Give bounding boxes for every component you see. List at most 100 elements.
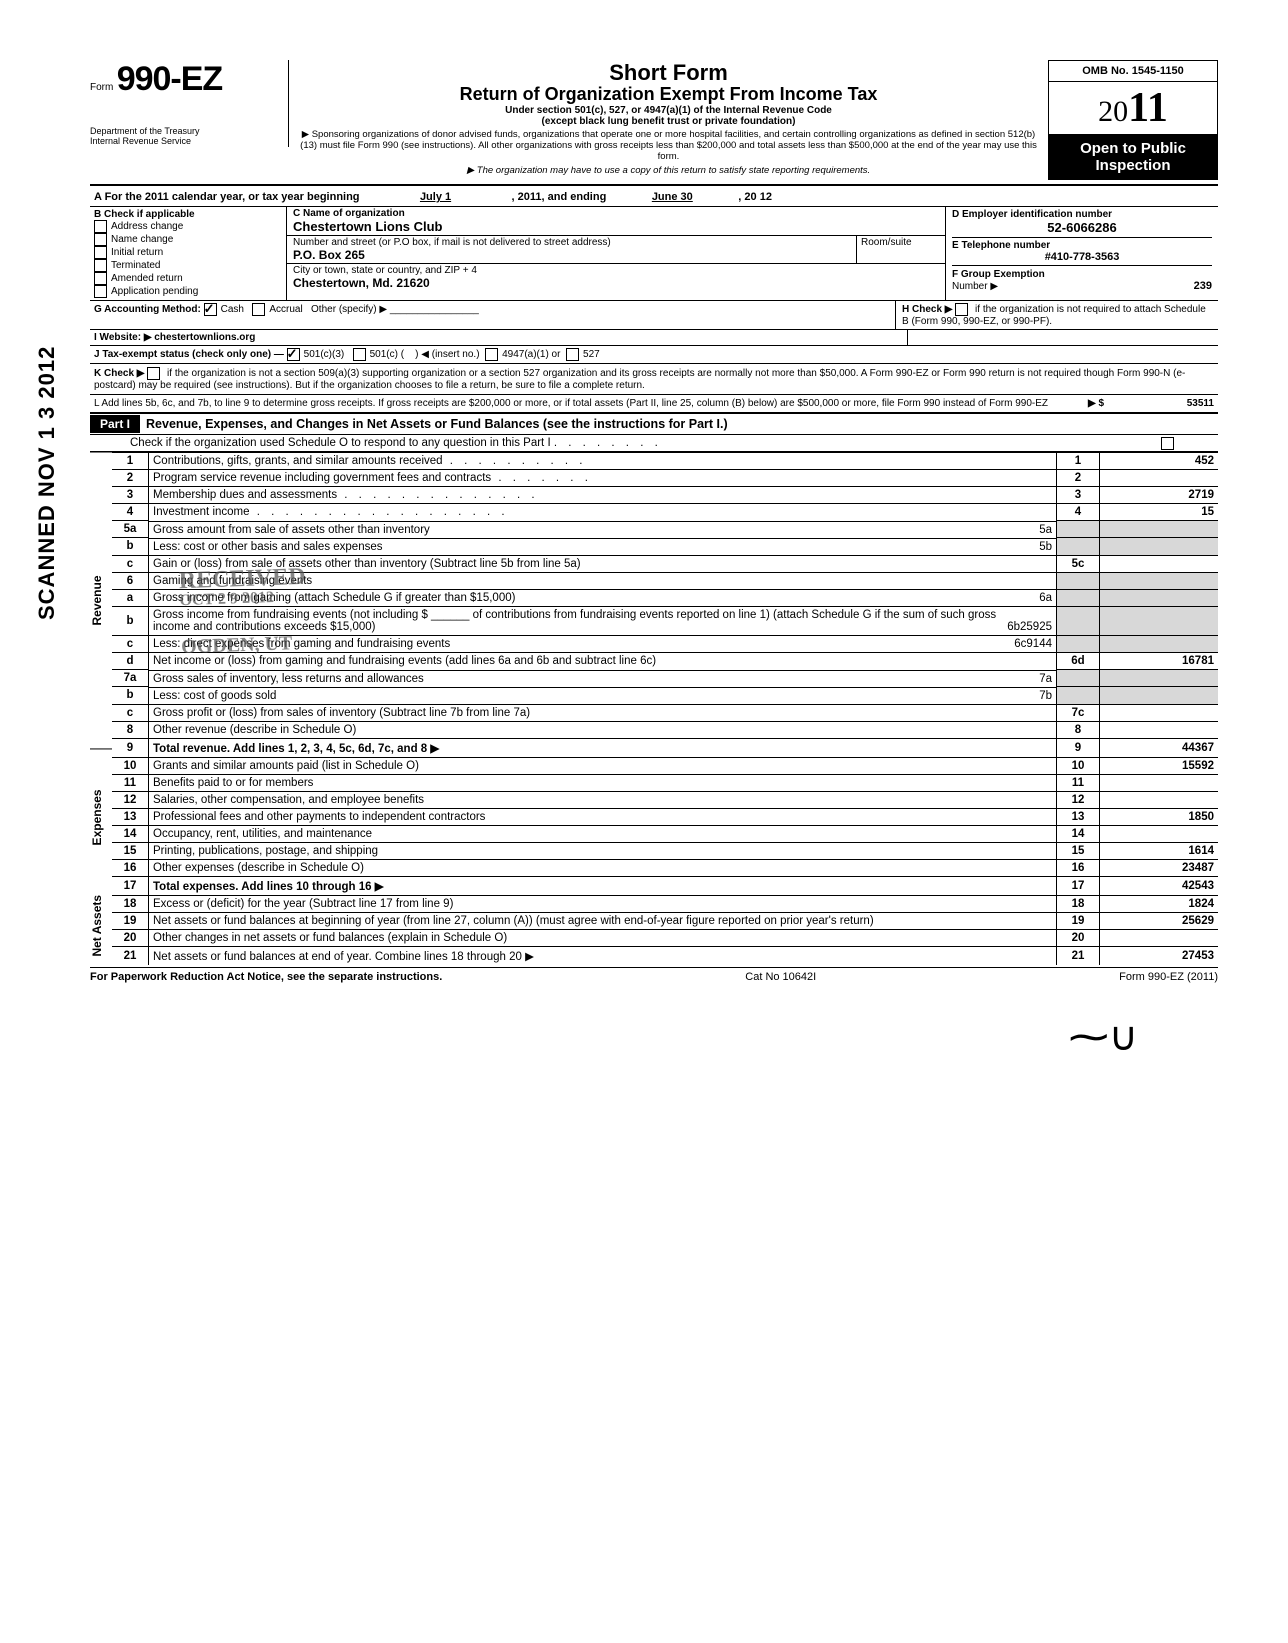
room-suite-label: Room/suite <box>856 236 945 263</box>
chk-501c3[interactable] <box>287 348 300 361</box>
row-10-num: 10 <box>112 757 149 774</box>
row-6b-midbox: 6b <box>1007 621 1020 633</box>
row-16-text: Other expenses (describe in Schedule O) <box>149 859 1057 876</box>
row-17-box: 17 <box>1057 876 1100 895</box>
row-2-num: 2 <box>112 470 149 487</box>
lbl-accrual: Accrual <box>269 304 302 315</box>
lbl-cash: Cash <box>221 304 244 315</box>
line-k-label: K Check ▶ <box>94 368 144 379</box>
row-5c-box: 5c <box>1057 555 1100 572</box>
form-number: 990-EZ <box>117 60 223 98</box>
row-2-text: Program service revenue including govern… <box>153 472 491 484</box>
lbl-other-method: Other (specify) ▶ <box>311 304 387 315</box>
chk-schedule-b[interactable] <box>955 303 968 316</box>
chk-amended[interactable] <box>94 272 107 285</box>
lbl-address-change: Address change <box>111 221 183 232</box>
row-9-num: 9 <box>112 738 149 757</box>
row-6c-midbox: 6c <box>1014 638 1026 650</box>
row-11-num: 11 <box>112 774 149 791</box>
row-14-text: Occupancy, rent, utilities, and maintena… <box>149 825 1057 842</box>
row-19-amt: 25629 <box>1100 912 1219 929</box>
box-b-title: B Check if applicable <box>94 209 282 220</box>
chk-address-change[interactable] <box>94 220 107 233</box>
year-prefix: 20 <box>1098 95 1128 128</box>
gross-receipts-value: 53511 <box>1104 398 1214 409</box>
subtitle-except: (except black lung benefit trust or priv… <box>299 116 1038 127</box>
form-header: Form 990-EZ Department of the Treasury I… <box>90 60 1218 180</box>
title-return: Return of Organization Exempt From Incom… <box>299 84 1038 105</box>
tax-exempt-label: J Tax-exempt status (check only one) — <box>94 349 284 360</box>
chk-501c[interactable] <box>353 348 366 361</box>
chk-initial-return[interactable] <box>94 246 107 259</box>
row-20-num: 20 <box>112 929 149 946</box>
row-5a-midbox: 5a <box>1039 524 1052 536</box>
row-21-num: 21 <box>112 946 149 965</box>
row-10-text: Grants and similar amounts paid (list in… <box>149 757 1057 774</box>
row-7b-midbox: 7b <box>1039 690 1052 702</box>
lbl-amended: Amended return <box>111 273 183 284</box>
lbl-527: 527 <box>583 349 600 360</box>
row-18-box: 18 <box>1057 895 1100 912</box>
row-17-amt: 42543 <box>1100 876 1219 895</box>
chk-527[interactable] <box>566 348 579 361</box>
line-a-label: A For the 2011 calendar year, or tax yea… <box>94 191 360 203</box>
row-13-amt: 1850 <box>1100 808 1219 825</box>
phone-label: E Telephone number <box>952 240 1212 251</box>
row-16-box: 16 <box>1057 859 1100 876</box>
row-7c-text: Gross profit or (loss) from sales of inv… <box>149 704 1057 721</box>
row-1-num: 1 <box>112 453 149 470</box>
form-prefix: Form <box>90 82 113 93</box>
box-c-label: C Name of organization <box>293 208 939 219</box>
dept-line2: Internal Revenue Service <box>90 137 280 147</box>
row-6d-text: Net income or (loss) from gaming and fun… <box>149 653 1057 670</box>
row-8-amt <box>1100 721 1219 738</box>
line-a-tail: , 20 12 <box>738 191 772 203</box>
row-6d-num: d <box>112 653 149 670</box>
chk-line-k[interactable] <box>147 367 160 380</box>
chk-accrual[interactable] <box>252 303 265 316</box>
row-10-box: 10 <box>1057 757 1100 774</box>
row-14-num: 14 <box>112 825 149 842</box>
row-10-amt: 15592 <box>1100 757 1219 774</box>
chk-cash[interactable] <box>204 303 217 316</box>
row-12-box: 12 <box>1057 791 1100 808</box>
row-12-amt <box>1100 791 1219 808</box>
row-11-box: 11 <box>1057 774 1100 791</box>
chk-terminated[interactable] <box>94 259 107 272</box>
row-15-num: 15 <box>112 842 149 859</box>
group-exempt-value: 239 <box>1194 280 1212 292</box>
line-k-text: if the organization is not a section 509… <box>94 368 1185 391</box>
row-6-text: Gaming and fundraising events <box>149 572 1057 589</box>
chk-app-pending[interactable] <box>94 285 107 298</box>
line-l-arrow: ▶ $ <box>1088 398 1104 409</box>
footer-left: For Paperwork Reduction Act Notice, see … <box>90 971 442 983</box>
row-17-text: Total expenses. Add lines 10 through 16 … <box>149 876 1057 895</box>
row-20-box: 20 <box>1057 929 1100 946</box>
chk-schedule-o[interactable] <box>1161 437 1174 450</box>
row-5c-text: Gain or (loss) from sale of assets other… <box>153 558 581 570</box>
lbl-insert-no: ◀ (insert no.) <box>421 349 479 360</box>
row-5c-num: c <box>112 555 149 572</box>
row-21-box: 21 <box>1057 946 1100 965</box>
row-6a-num: a <box>112 589 149 606</box>
row-1-amt: 452 <box>1100 453 1219 470</box>
ein-label: D Employer identification number <box>952 209 1212 220</box>
year-suffix: 11 <box>1128 85 1168 131</box>
omb-number: OMB No. 1545-1150 <box>1048 60 1218 82</box>
row-21-text: Net assets or fund balances at end of ye… <box>149 946 1057 965</box>
row-13-text: Professional fees and other payments to … <box>149 808 1057 825</box>
row-7c-num: c <box>112 704 149 721</box>
open-line2: Inspection <box>1050 158 1216 175</box>
row-7a-text: Gross sales of inventory, less returns a… <box>153 673 1039 685</box>
tax-year-end: June 30 <box>612 191 732 203</box>
row-5c-amt <box>1100 555 1219 572</box>
line-a-mid: , 2011, and ending <box>512 191 607 203</box>
row-2-amt <box>1100 470 1219 487</box>
open-to-public: Open to Public Inspection <box>1048 135 1218 180</box>
addr-label: Number and street (or P.O box, if mail i… <box>293 237 850 248</box>
row-3-num: 3 <box>112 487 149 504</box>
chk-name-change[interactable] <box>94 233 107 246</box>
tax-year: 2011 <box>1048 82 1218 135</box>
row-18-text: Excess or (deficit) for the year (Subtra… <box>149 895 1057 912</box>
chk-4947[interactable] <box>485 348 498 361</box>
